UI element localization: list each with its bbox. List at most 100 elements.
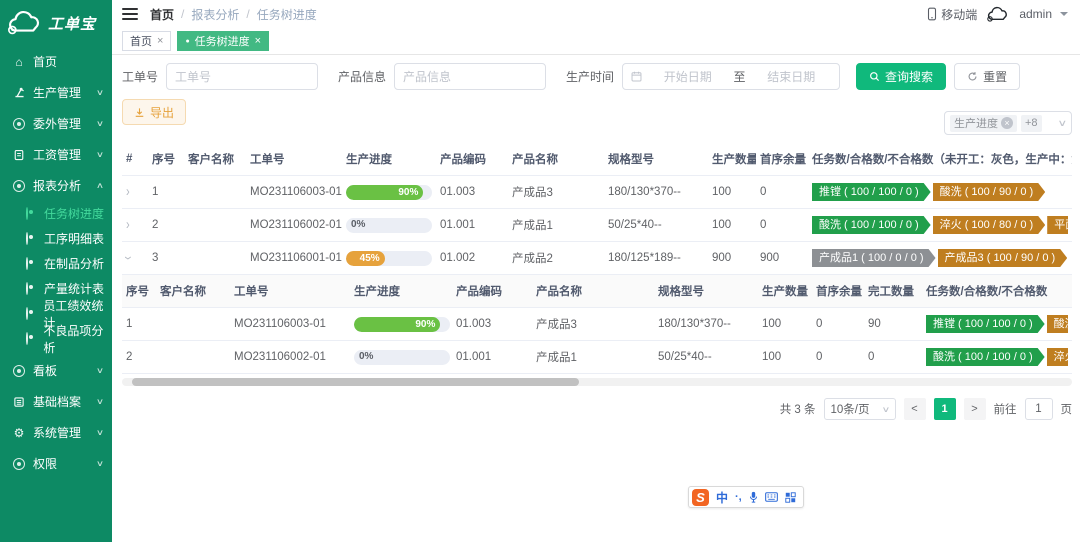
download-icon — [135, 107, 144, 117]
nested-child-orders-table: 序号 客户名称 工单号 生产进度 产品编码 产品名称 规格型号 生产数量 首序余量 完工数… — [122, 275, 1072, 374]
sidebar-item-production[interactable]: 生产管理 ∨ — [0, 77, 112, 108]
process-detail-icon — [26, 232, 38, 245]
table-row: › 3 MO231106001-01 45% 01.002 产成品2 180/1… — [122, 241, 1072, 275]
toolbox-grid-icon[interactable] — [785, 491, 796, 503]
sidebar-item-process-detail[interactable]: 工序明细表 — [0, 226, 112, 251]
pagination: 共 3 条 10条/页 ∨ < 1 > 前往 页 — [122, 398, 1072, 420]
filter-more-tag: +8 — [1021, 114, 1042, 132]
avatar[interactable] — [985, 1, 1011, 27]
page-1-button[interactable]: 1 — [933, 398, 956, 420]
product-info-input[interactable] — [394, 63, 547, 90]
task-badges: 推镗 ( 100 / 100 / 0 ) 酸洗 ( 100 / 90 / 0 ) — [926, 315, 1068, 333]
table-header-row: # 序号 客户名称 工单号 生产进度 产品编码 产品名称 规格型号 生产数量 首序余量 任… — [122, 143, 1072, 176]
task-badges: 推镗 ( 100 / 100 / 0 ) 酸洗 ( 100 / 90 / 0 ) — [812, 183, 1068, 201]
column-filter-select[interactable]: 生产进度 × +8 ∨ — [944, 111, 1072, 135]
expand-row-icon[interactable]: › — [126, 217, 130, 233]
sidebar: 工单宝 ⌂ 首页 生产管理 ∨ 委外管理 ∨ 工资管理 ∨ 报表分析 — [0, 0, 112, 542]
kanban-icon — [12, 364, 26, 377]
sidebar-item-reports[interactable]: 报表分析 ∧ — [0, 170, 112, 201]
breadcrumb: 首页 / 报表分析 / 任务树进度 — [150, 7, 317, 22]
tab-task-tree-progress[interactable]: ● 任务树进度 × — [177, 31, 270, 51]
date-range-picker[interactable]: 开始日期 至 结束日期 — [622, 63, 841, 90]
product-info-label: 产品信息 — [338, 70, 387, 84]
order-no-input[interactable] — [166, 63, 319, 90]
progress-bar: 0% — [346, 217, 432, 233]
tab-home[interactable]: 首页 × — [122, 31, 172, 51]
breadcrumb-reports[interactable]: 报表分析 — [191, 7, 240, 22]
sidebar-item-system[interactable]: ⚙ 系统管理 ∨ — [13, 425, 105, 441]
ime-language-mode[interactable]: 中 — [716, 490, 729, 505]
expand-row-icon[interactable]: › — [126, 184, 130, 200]
cloud-avatar-icon — [987, 6, 1008, 22]
progress-bar: 45% — [346, 250, 432, 266]
task-badge: 淬火 ( 100 / 80 / 0 ) — [933, 216, 1046, 234]
username[interactable]: admin — [1019, 7, 1052, 21]
production-icon — [12, 86, 26, 99]
search-icon — [870, 72, 880, 82]
employee-performance-icon — [26, 307, 37, 320]
sidebar-item-wip-analysis[interactable]: 在制品分析 — [0, 251, 112, 276]
table-row: 1 MO231106003-01 90% 01.003 产成品3 180/130… — [122, 307, 1072, 341]
task-badge: 酸洗 ( 100 / 90 / 0 ) — [933, 183, 1046, 201]
chevron-down-icon: ∨ — [95, 428, 105, 437]
output-stats-icon — [26, 282, 38, 295]
sidebar-item-employee-performance[interactable]: 员工绩效统计 — [0, 299, 112, 330]
microphone-icon[interactable] — [749, 491, 758, 503]
cloud-gear-logo-icon — [8, 11, 40, 35]
punctuation-icon[interactable]: ·, — [735, 491, 742, 503]
sogou-logo-icon[interactable]: S — [692, 488, 709, 506]
reset-button[interactable]: 重置 — [954, 63, 1021, 90]
goto-page-input[interactable] — [1024, 398, 1053, 420]
sidebar-item-defect-analysis[interactable]: 不良品项分析 — [0, 324, 112, 355]
salary-icon — [12, 149, 26, 161]
chevron-down-icon[interactable] — [1060, 12, 1068, 20]
collapse-row-icon[interactable]: › — [122, 256, 136, 260]
chevron-down-icon: ∨ — [95, 88, 105, 97]
app-logo: 工单宝 — [0, 0, 112, 46]
task-badge: 酸洗 ( 100 / 90 / 0 ) — [1047, 315, 1068, 333]
next-page-button[interactable]: > — [963, 398, 986, 420]
close-icon[interactable]: × — [157, 35, 164, 47]
mobile-app-link[interactable]: 移动端 — [927, 6, 977, 23]
sidebar-item-home[interactable]: ⌂ 首页 — [0, 46, 112, 77]
keyboard-icon[interactable] — [764, 492, 778, 502]
task-badge: 产成品1 ( 100 / 0 / 0 ) — [812, 249, 936, 267]
total-count: 共 3 条 — [779, 404, 816, 416]
sogou-ime-toolbar[interactable]: S 中 ·, — [688, 486, 804, 508]
table-row: › 1 MO231106003-01 90% 01.003 产成品3 180/1… — [122, 175, 1072, 209]
task-progress-table: # 序号 客户名称 工单号 生产进度 产品编码 产品名称 规格型号 生产数量 首序余量 任… — [122, 143, 1072, 275]
sidebar-item-kanban[interactable]: 看板 ∨ — [0, 355, 112, 386]
sidebar-item-task-tree-progress[interactable]: 任务树进度 — [0, 201, 112, 226]
home-icon: ⌂ — [15, 54, 23, 69]
defect-analysis-icon — [26, 332, 37, 345]
sidebar-item-archives[interactable]: 基础档案 ∨ — [0, 386, 112, 417]
wip-analysis-icon — [26, 257, 38, 270]
page-size-select[interactable]: 10条/页 ∨ — [823, 398, 896, 420]
chevron-down-icon: ∨ — [1057, 117, 1068, 128]
task-tree-icon — [26, 207, 38, 220]
horizontal-scrollbar[interactable] — [122, 378, 1072, 386]
chevron-down-icon: ∨ — [95, 119, 105, 128]
remove-tag-icon[interactable]: × — [1001, 117, 1013, 129]
breadcrumb-home[interactable]: 首页 — [150, 7, 175, 22]
task-badges: 酸洗 ( 100 / 100 / 0 ) 淬火 ( 100 / 80 / 0 )… — [812, 216, 1068, 234]
table-row: › 2 MO231106002-01 0% 01.001 产成品1 50/25*… — [122, 208, 1072, 242]
menu-toggle-icon[interactable] — [122, 8, 138, 20]
sidebar-item-permissions[interactable]: 权限 ∨ — [0, 448, 112, 479]
task-badges: 产成品1 ( 100 / 0 / 0 ) 产成品3 ( 100 / 90 / 0… — [812, 249, 1068, 267]
sidebar-item-salary[interactable]: 工资管理 ∨ — [0, 139, 112, 170]
task-badges: 酸洗 ( 100 / 100 / 0 ) 淬火 ( 100 / 80 / 0 ) — [926, 348, 1068, 366]
report-icon — [12, 179, 26, 192]
scrollbar-thumb[interactable] — [132, 378, 579, 386]
sidebar-item-output-stats[interactable]: 产量统计表 — [0, 276, 112, 301]
archives-icon — [12, 396, 26, 408]
prev-page-button[interactable]: < — [903, 398, 926, 420]
progress-bar: 0% — [354, 349, 450, 365]
order-no-label: 工单号 — [122, 70, 159, 84]
search-button[interactable]: 查询搜索 — [856, 63, 947, 90]
sidebar-item-outsourcing[interactable]: 委外管理 ∨ — [0, 108, 112, 139]
chevron-down-icon: ∨ — [95, 150, 105, 159]
chevron-down-icon: ∨ — [95, 366, 105, 375]
export-button[interactable]: 导出 — [122, 99, 187, 125]
close-icon[interactable]: × — [254, 35, 262, 47]
